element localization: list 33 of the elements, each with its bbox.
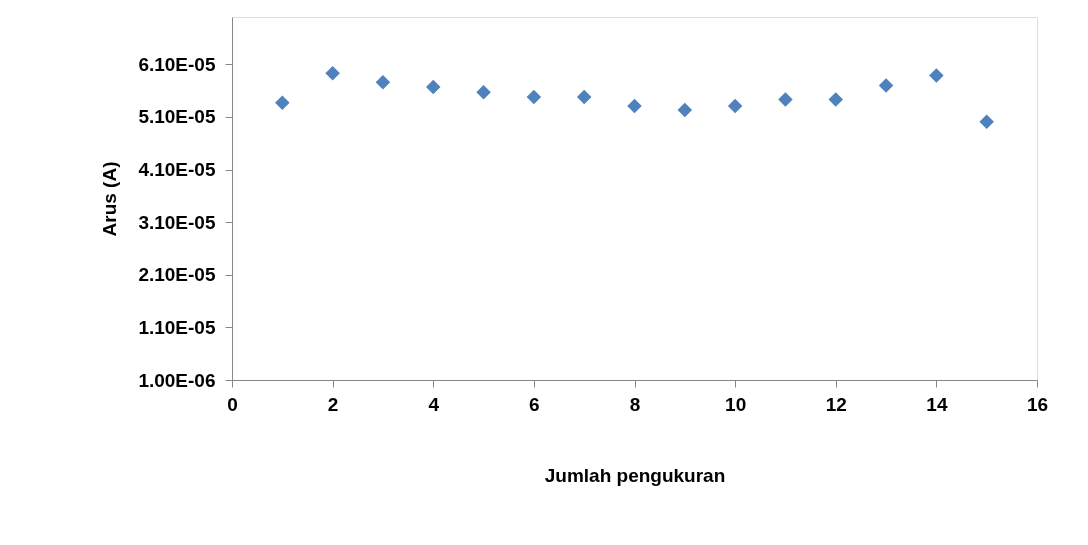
point [576,89,592,105]
y-tick-label: 1.10E-05 [138,316,216,338]
x-tick-label: 2 [327,393,339,415]
y-tick-label: 6.10E-05 [138,53,216,75]
y-tick-label: 2.10E-05 [138,264,216,286]
point [979,114,994,129]
x-tick-label: 0 [227,393,238,415]
x-tick-label: 14 [926,393,948,415]
x-tick-label: 8 [629,393,641,415]
x-tick-label: 4 [428,393,440,415]
point [828,92,843,107]
point [929,68,944,83]
point [778,92,793,107]
x-tick-label: 6 [529,393,540,415]
y-axis-title: Arus (A) [99,161,121,237]
point [727,98,743,114]
point [627,98,642,114]
point [878,78,894,93]
x-tick-label: 12 [825,393,847,415]
x-tick-label: 16 [1026,393,1049,415]
x-tick-label: 10 [725,393,747,415]
point [325,66,340,81]
point [677,102,693,118]
x-axis-title: Jumlah pengukuran [544,464,726,486]
y-tick-label: 4.10E-05 [138,159,216,181]
point [426,79,441,95]
y-tick-label: 3.10E-05 [138,211,216,233]
y-tick-label: 1.00E-06 [138,369,216,391]
point [375,74,391,90]
y-tick-label: 5.10E-05 [138,106,216,128]
point [526,89,542,105]
point [275,95,290,110]
point [476,84,491,100]
